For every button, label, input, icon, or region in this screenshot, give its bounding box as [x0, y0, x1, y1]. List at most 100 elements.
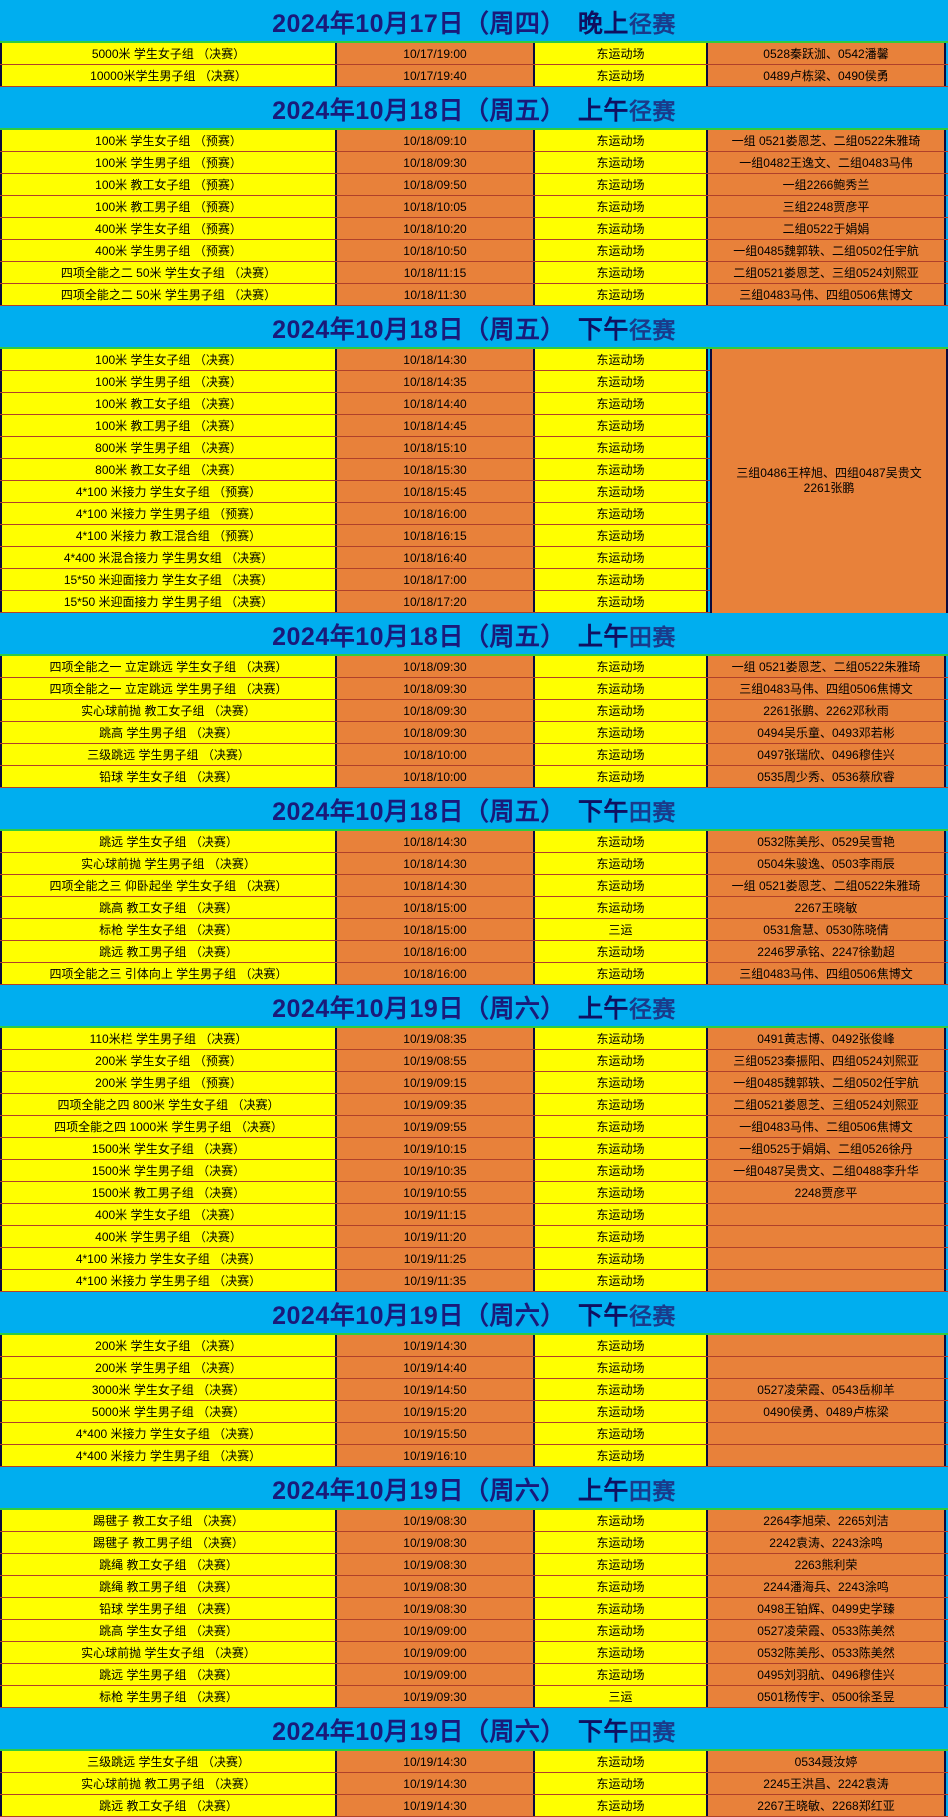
- table-row: 4*400 米混合接力 学生男女组 （决赛） 10/18/16:40 东运动场: [0, 547, 948, 569]
- table-row: 跳高 学生男子组 （决赛） 10/18/09:30 东运动场 0494吴乐童、0493…: [0, 722, 948, 744]
- cell-event: 800米 教工女子组 （决赛）: [0, 459, 337, 480]
- cell-time: 10/19/11:20: [337, 1226, 535, 1247]
- cell-venue: 东运动场: [535, 1248, 708, 1269]
- cell-event: 四项全能之三 引体向上 学生男子组 （决赛）: [0, 963, 337, 984]
- cell-event: 15*50 米迎面接力 学生女子组 （决赛）: [0, 569, 337, 590]
- section-weekday: （周五）: [463, 623, 566, 651]
- cell-time: 10/19/08:30: [337, 1576, 535, 1597]
- table-row: 110米栏 学生男子组 （决赛） 10/19/08:35 东运动场 0491黄志博、0…: [0, 1028, 948, 1050]
- section-spacer: [0, 1467, 948, 1470]
- cell-venue: 东运动场: [535, 481, 708, 502]
- cell-time: 10/18/09:30: [337, 678, 535, 699]
- section-header-8: 2024年10月19日 （周六） 下午 田赛: [0, 1711, 948, 1749]
- cell-note: 0490侯勇、0489卢栋梁: [708, 1401, 946, 1422]
- cell-venue: 东运动场: [535, 1532, 708, 1553]
- cell-venue: 三运: [535, 1686, 708, 1707]
- cell-note: 2245王洪昌、2242袁涛: [708, 1773, 946, 1794]
- cell-event: 1500米 学生男子组 （决赛）: [0, 1160, 337, 1181]
- cell-venue: 东运动场: [535, 1072, 708, 1093]
- table-row: 400米 学生男子组 （预赛） 10/18/10:50 东运动场 一组0485魏郭轶、…: [0, 240, 948, 262]
- cell-note: 三组0483马伟、四组0506焦博文: [708, 284, 946, 305]
- cell-venue: 东运动场: [535, 1795, 708, 1816]
- cell-note: 0497张瑞欣、0496穆佳兴: [708, 744, 946, 765]
- section-period: 下午: [577, 316, 629, 344]
- section-period: 上午: [577, 97, 629, 125]
- section-weekday: （周六）: [463, 1302, 566, 1330]
- cell-note: 二组0522于娟娟: [708, 218, 946, 239]
- cell-note: 2261张鹏、2262邓秋雨: [708, 700, 946, 721]
- cell-venue: 东运动场: [535, 349, 708, 370]
- cell-note: 2246罗承铭、2247徐勤超: [708, 941, 946, 962]
- table-row: 实心球前抛 学生男子组 （决赛） 10/18/14:30 东运动场 0504朱骏逸、0…: [0, 853, 948, 875]
- cell-note: [708, 1423, 946, 1444]
- cell-event: 跳绳 教工女子组 （决赛）: [0, 1554, 337, 1575]
- cell-venue: 东运动场: [535, 1270, 708, 1291]
- section-spacer: [0, 87, 948, 90]
- cell-event: 100米 学生女子组 （决赛）: [0, 349, 337, 370]
- table-row: 标枪 学生男子组 （决赛） 10/19/09:30 三运 0501杨传宇、0500徐圣…: [0, 1686, 948, 1708]
- cell-note: [708, 1270, 946, 1291]
- cell-time: 10/18/09:50: [337, 174, 535, 195]
- cell-time: 10/18/14:40: [337, 393, 535, 414]
- cell-time: 10/18/15:00: [337, 919, 535, 940]
- cell-note: 0531詹慧、0530陈晓倩: [708, 919, 946, 940]
- cell-venue: 东运动场: [535, 547, 708, 568]
- cell-event: 跳远 教工男子组 （决赛）: [0, 941, 337, 962]
- section-rows-8: 三级跳远 学生女子组 （决赛） 10/19/14:30 东运动场 0534聂汝婷 实心球…: [0, 1751, 948, 1817]
- cell-event: 四项全能之一 立定跳远 学生男子组 （决赛）: [0, 678, 337, 699]
- table-row: 200米 学生女子组 （决赛） 10/19/14:30 东运动场: [0, 1335, 948, 1357]
- table-row: 4*100 米接力 学生男子组 （决赛） 10/19/11:35 东运动场: [0, 1270, 948, 1292]
- table-row: 实心球前抛 教工男子组 （决赛） 10/19/14:30 东运动场 2245王洪昌、2…: [0, 1773, 948, 1795]
- cell-time: 10/19/14:30: [337, 1795, 535, 1816]
- section-rows-0: 5000米 学生女子组 （决赛） 10/17/19:00 东运动场 0528秦跃泇、0…: [0, 43, 948, 87]
- cell-event: 实心球前抛 教工男子组 （决赛）: [0, 1773, 337, 1794]
- cell-time: 10/19/09:55: [337, 1116, 535, 1137]
- cell-time: 10/19/11:35: [337, 1270, 535, 1291]
- cell-time: 10/19/14:40: [337, 1357, 535, 1378]
- cell-note: 三组0483马伟、四组0506焦博文: [708, 678, 946, 699]
- cell-event: 200米 学生男子组 （决赛）: [0, 1357, 337, 1378]
- cell-note: [708, 1335, 946, 1356]
- section-header-4: 2024年10月18日 （周五） 下午 田赛: [0, 791, 948, 829]
- cell-venue: 东运动场: [535, 1554, 708, 1575]
- cell-venue: 东运动场: [535, 1028, 708, 1049]
- cell-time: 10/19/09:30: [337, 1686, 535, 1707]
- cell-event: 400米 学生女子组 （决赛）: [0, 1204, 337, 1225]
- table-row: 3000米 学生女子组 （决赛） 10/19/14:50 东运动场 0527凌荣霞、0…: [0, 1379, 948, 1401]
- cell-venue: 东运动场: [535, 1050, 708, 1071]
- cell-note: 二组0521娄恩芝、三组0524刘熙亚: [708, 1094, 946, 1115]
- section-header-3: 2024年10月18日 （周五） 上午 田赛: [0, 616, 948, 654]
- cell-event: 10000米学生男子组 （决赛）: [0, 65, 337, 86]
- section-period: 下午: [577, 798, 629, 826]
- section-underline: [0, 347, 948, 349]
- section-rows-1: 100米 学生女子组 （预赛） 10/18/09:10 东运动场 一组 0521娄恩芝…: [0, 130, 948, 306]
- section-underline: [0, 829, 948, 831]
- section-type: 径赛: [628, 98, 676, 124]
- cell-event: 100米 教工女子组 （预赛）: [0, 174, 337, 195]
- cell-venue: 东运动场: [535, 1510, 708, 1531]
- cell-venue: 东运动场: [535, 1401, 708, 1422]
- cell-note: 0535周少秀、0536蔡欣睿: [708, 766, 946, 787]
- cell-venue: 东运动场: [535, 941, 708, 962]
- section-header-1: 2024年10月18日 （周五） 上午 径赛: [0, 90, 948, 128]
- section-type: 田赛: [628, 1478, 676, 1504]
- cell-time: 10/19/10:55: [337, 1182, 535, 1203]
- section-underline: [0, 128, 948, 130]
- table-row: 标枪 学生女子组 （决赛） 10/18/15:00 三运 0531詹慧、0530陈晓倩: [0, 919, 948, 941]
- cell-note: 一组 0521娄恩芝、二组0522朱雅琦: [708, 656, 946, 677]
- cell-time: 10/18/16:15: [337, 525, 535, 546]
- table-row: 跳远 教工男子组 （决赛） 10/18/16:00 东运动场 2246罗承铭、2247…: [0, 941, 948, 963]
- cell-event: 110米栏 学生男子组 （决赛）: [0, 1028, 337, 1049]
- table-row: 15*50 米迎面接力 学生女子组 （决赛） 10/18/17:00 东运动场: [0, 569, 948, 591]
- cell-event: 4*400 米接力 学生女子组 （决赛）: [0, 1423, 337, 1444]
- cell-note: 0528秦跃泇、0542潘馨: [708, 43, 946, 64]
- cell-time: 10/18/10:20: [337, 218, 535, 239]
- cell-event: 三级跳远 学生女子组 （决赛）: [0, 1751, 337, 1772]
- cell-time: 10/18/14:30: [337, 875, 535, 896]
- cell-note: 0534聂汝婷: [708, 1751, 946, 1772]
- section-weekday: （周五）: [463, 316, 566, 344]
- table-row: 5000米 学生女子组 （决赛） 10/17/19:00 东运动场 0528秦跃泇、0…: [0, 43, 948, 65]
- cell-event: 100米 教工女子组 （决赛）: [0, 393, 337, 414]
- cell-event: 100米 学生男子组 （预赛）: [0, 152, 337, 173]
- section-spacer: [0, 613, 948, 616]
